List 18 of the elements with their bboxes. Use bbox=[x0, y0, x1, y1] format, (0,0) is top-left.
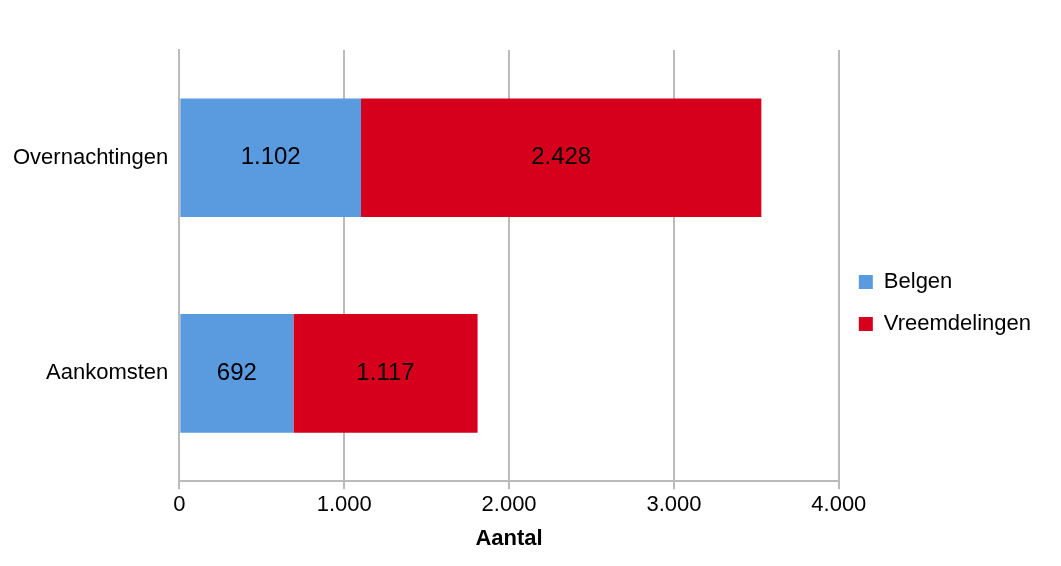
legend-label: Belgen bbox=[883, 268, 953, 294]
data-label: 2.428 bbox=[531, 142, 592, 170]
x-tick-label: 2.000 bbox=[481, 491, 537, 517]
x-tick-label: 1.000 bbox=[316, 491, 372, 517]
bar bbox=[361, 98, 762, 218]
bar bbox=[180, 98, 362, 218]
y-tick-label: Aankomsten bbox=[46, 359, 169, 385]
x-tick-label: 0 bbox=[173, 491, 186, 517]
x-tick-label: 4.000 bbox=[811, 491, 867, 517]
x-tick-label: 3.000 bbox=[646, 491, 702, 517]
bar bbox=[293, 314, 478, 433]
bar bbox=[180, 314, 294, 433]
data-label: 692 bbox=[216, 358, 257, 386]
data-label: 1.102 bbox=[240, 142, 301, 170]
data-label: 1.117 bbox=[356, 358, 415, 386]
x-axis-title: Aantal bbox=[475, 524, 543, 550]
legend-label: Vreemdelingen bbox=[883, 310, 1031, 336]
y-tick-label: Overnachtingen bbox=[12, 143, 169, 169]
